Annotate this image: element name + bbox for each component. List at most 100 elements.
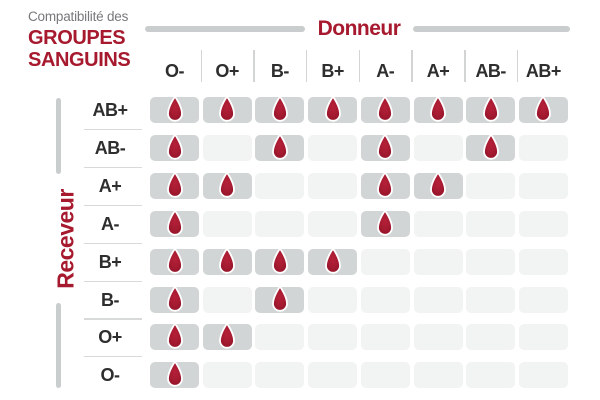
row-separator	[84, 356, 142, 358]
cell-AB+-O-	[150, 95, 199, 123]
cell-O+-O+	[202, 322, 252, 351]
cell-AB+-O+	[202, 95, 252, 123]
row-separator	[84, 166, 142, 168]
blood-drop-icon	[166, 170, 183, 198]
chart-title-line1: GROUPES	[28, 26, 126, 49]
cell-AB--O-	[150, 132, 199, 161]
blood-drop-icon	[166, 284, 183, 312]
blood-drop-icon	[166, 132, 183, 160]
cell-AB+-B-	[255, 95, 305, 123]
cell-O--B-	[255, 362, 305, 389]
cell-O+-B-	[255, 324, 305, 351]
cell-B--A-	[360, 286, 410, 313]
cell-A--B+	[308, 210, 358, 237]
cell-A--A+	[413, 210, 463, 237]
blood-drop-icon	[377, 170, 394, 198]
blood-drop-icon	[166, 360, 183, 387]
cell-A+-O+	[202, 170, 252, 199]
cell-AB--AB+	[518, 134, 568, 161]
chart-kicker: Compatibilité des	[28, 9, 129, 24]
cell-B--B-	[255, 284, 305, 313]
blood-drop-icon	[482, 95, 499, 122]
blood-drop-icon	[219, 95, 236, 122]
receiver-divider-bottom	[56, 303, 61, 388]
cell-A--O+	[202, 210, 252, 237]
receiver-row-header-B-: B-	[101, 289, 120, 310]
cell-AB--AB-	[466, 132, 516, 161]
column-separator	[464, 50, 466, 82]
blood-drop-icon	[271, 132, 288, 160]
donor-col-header-A-: A-	[376, 61, 395, 81]
row-separator	[84, 242, 142, 244]
cell-B+-AB-	[466, 248, 516, 275]
receiver-row-header-AB+: AB+	[92, 100, 128, 120]
blood-drop-icon	[271, 284, 288, 312]
cell-A+-O-	[150, 170, 199, 199]
blood-drop-icon	[271, 246, 288, 274]
receiver-row-header-B+: B+	[98, 251, 122, 272]
blood-drop-icon	[324, 95, 341, 122]
cell-B+-AB+	[518, 248, 568, 275]
blood-drop-icon	[219, 246, 236, 274]
cell-B--B+	[308, 286, 358, 313]
donor-col-header-A+: A+	[426, 61, 450, 81]
cell-O--A-	[360, 362, 410, 389]
row-separator	[84, 204, 142, 206]
cell-B--AB-	[466, 286, 516, 313]
cell-AB--A+	[413, 134, 463, 161]
blood-drop-icon	[377, 95, 394, 122]
cell-B+-B-	[255, 246, 305, 275]
blood-drop-icon	[166, 208, 183, 236]
receiver-axis-label: Receveur	[52, 189, 79, 289]
cell-B+-A-	[360, 248, 410, 275]
column-separator	[358, 50, 361, 82]
cell-A--O-	[150, 208, 199, 237]
cell-B+-A+	[413, 248, 463, 275]
donor-col-header-O-: O-	[165, 61, 185, 81]
cell-O+-B+	[308, 324, 358, 351]
cell-O--O-	[150, 360, 199, 389]
blood-drop-icon	[166, 95, 183, 122]
receiver-row-header-A+: A+	[98, 175, 122, 196]
row-separator	[84, 128, 142, 131]
chart-title-line2: SANGUINS	[28, 48, 131, 71]
cell-A+-B-	[255, 172, 305, 199]
blood-drop-icon	[430, 170, 446, 198]
receiver-divider-top	[56, 98, 61, 174]
cell-B--O-	[150, 284, 199, 313]
cell-A+-A-	[360, 170, 410, 199]
donor-divider-right	[413, 26, 570, 32]
cell-O--AB+	[518, 362, 568, 389]
cell-O--AB-	[466, 362, 516, 389]
blood-drop-icon	[219, 170, 236, 198]
receiver-row-header-AB-: AB-	[94, 137, 126, 158]
donor-col-header-AB+: AB+	[525, 61, 562, 81]
cell-O--O+	[202, 362, 252, 389]
blood-drop-icon	[482, 132, 499, 160]
cell-A--AB-	[466, 210, 516, 237]
cell-B+-O-	[150, 246, 199, 275]
cell-B+-O+	[202, 246, 252, 275]
blood-drop-icon	[324, 246, 341, 274]
row-separator	[84, 280, 142, 282]
cell-B+-B+	[308, 246, 358, 275]
cell-A--A-	[360, 208, 410, 237]
column-separator	[516, 50, 519, 82]
cell-A--B-	[255, 210, 305, 237]
cell-O--A+	[413, 362, 463, 389]
cell-O+-A-	[360, 324, 410, 351]
cell-O+-AB+	[518, 324, 568, 351]
cell-B--AB+	[518, 286, 568, 313]
cell-AB+-B+	[308, 95, 358, 123]
cell-AB--A-	[360, 132, 410, 161]
column-separator	[305, 50, 308, 82]
title-block: Compatibilité des GROUPES SANGUINS	[28, 9, 131, 71]
blood-drop-icon	[166, 322, 183, 350]
cell-O+-AB-	[466, 324, 516, 351]
blood-drop-icon	[377, 132, 394, 160]
blood-drop-icon	[430, 95, 446, 122]
cell-O--B+	[308, 362, 358, 389]
donor-col-header-O+: O+	[215, 61, 239, 81]
cell-AB--O+	[202, 134, 252, 161]
